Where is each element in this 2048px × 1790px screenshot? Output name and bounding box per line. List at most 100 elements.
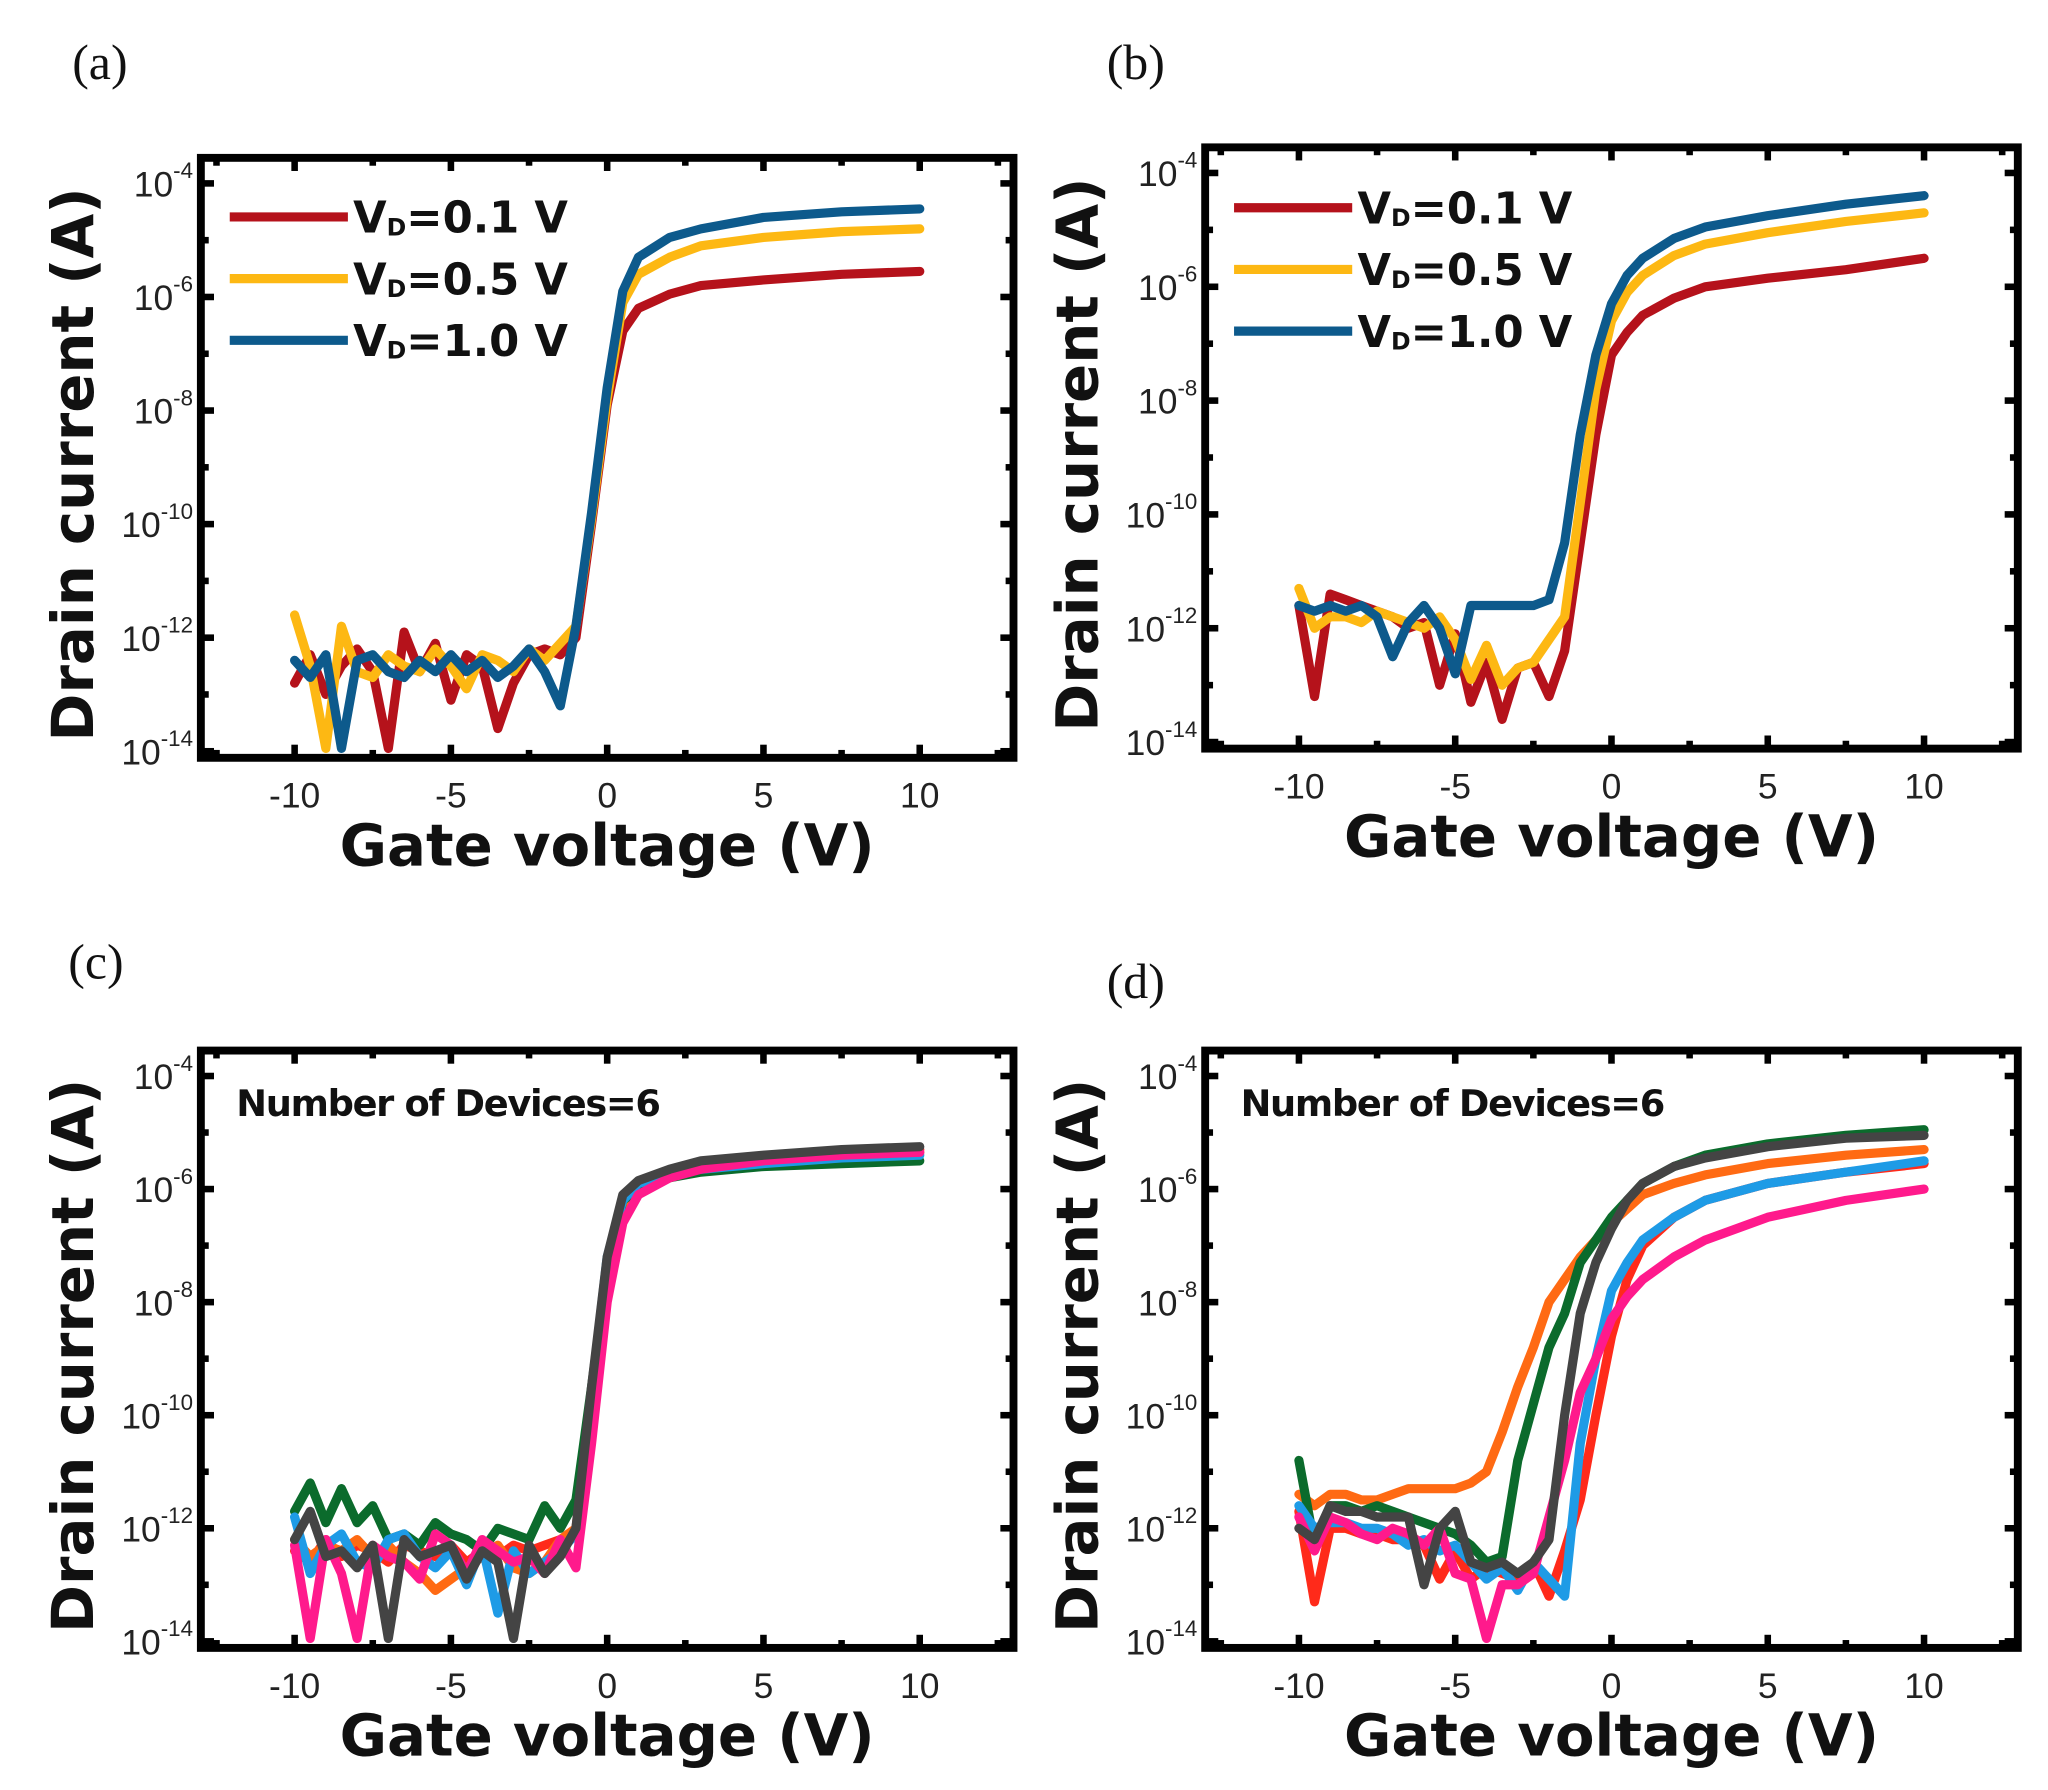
panel-label: (c) [68,934,123,989]
y-tick-label: 10-12 [1126,1503,1198,1549]
legend-value: =0.5 V [1411,246,1573,296]
y-tick-label: 10-4 [1138,1051,1197,1097]
tick-base: 10 [121,505,160,545]
legend-item: VD=1.0 V [1234,308,1573,358]
y-tick-label: 10-10 [1126,489,1198,535]
series-group [1294,1125,1929,1644]
tick-base: 10 [1138,154,1177,194]
series-line-device-6 [1294,1130,1929,1590]
y-tick-label: 10-14 [1126,1616,1198,1662]
series-line-device-4 [1294,1156,1929,1601]
legend-symbol: V [1357,246,1391,296]
legend-label: VD=1.0 V [1357,308,1572,358]
legend-label: VD=0.5 V [353,255,568,305]
legend-symbol: V [353,317,387,367]
legend-subscript: D [387,337,407,365]
tick-exponent: -12 [161,1503,193,1528]
tick-exponent: -6 [173,272,193,297]
panel-label: (d) [1107,954,1165,1009]
x-tick-label: 10 [900,776,939,816]
x-tick-label: 5 [754,1666,774,1706]
series-line-vd-1 [1294,208,1929,690]
legend-item: VD=0.5 V [1234,246,1573,296]
series-line-vd-2 [290,204,925,753]
x-tick-label: 10 [1904,1666,1943,1706]
y-tick-label: 10-12 [1126,603,1198,649]
tick-exponent: -10 [161,499,193,524]
y-tick-label: 10-14 [1126,717,1198,763]
panel-label: (a) [72,35,127,90]
y-tick-label: 10-6 [134,1164,193,1210]
series-line-device-5 [1294,1184,1929,1644]
tick-base: 10 [121,732,160,772]
tick-base: 10 [1138,382,1177,422]
x-tick-label: 10 [900,1666,939,1706]
x-tick-label: -5 [435,1666,467,1706]
y-tick-label: 10-4 [1138,148,1197,194]
y-tick-label: 10-14 [121,1616,193,1662]
tick-exponent: -6 [1177,262,1197,287]
series-line-vd-1 [290,224,925,753]
x-tick-label: -5 [1439,1666,1471,1706]
tick-base: 10 [1126,1396,1165,1436]
y-axis-title: Drain current (A) [39,1079,107,1633]
tick-exponent: -14 [1165,717,1197,742]
x-tick-label: 0 [1602,1666,1622,1706]
panel-a: (a)-10 -5 0 5 1010-410-610-810-1010-1210-14G… [39,35,1018,879]
series-line-device-5 [290,1147,925,1644]
series-group [1294,191,1929,724]
tick-exponent: -8 [1177,1277,1197,1302]
legend-subscript: D [1391,266,1411,294]
tick-exponent: -8 [173,1277,193,1302]
x-axis-title: Gate voltage (V) [340,1702,875,1770]
y-tick-label: 10-6 [134,272,193,318]
x-tick-label: -5 [435,776,467,816]
y-tick-label: 10-8 [134,385,193,431]
legend-value: =0.1 V [1411,184,1573,234]
legend-symbol: V [1357,184,1391,234]
tick-base: 10 [1138,268,1177,308]
legend-symbol: V [1357,308,1391,358]
tick-exponent: -10 [1165,489,1197,514]
x-tick-label: -10 [269,1666,320,1706]
legend-subscript: D [387,275,407,303]
series-line-device-2 [290,1147,925,1595]
panel-d: (d)-10 -5 0 5 1010-410-610-810-1010-1210-14G… [1044,954,2022,1770]
legend-item: VD=1.0 V [229,317,568,367]
tick-base: 10 [134,165,173,205]
legend-subscript: D [1391,204,1411,232]
tick-base: 10 [134,1283,173,1323]
tick-exponent: -4 [173,1051,193,1076]
tick-exponent: -12 [1165,1503,1197,1528]
y-tick-label: 10-8 [1138,375,1197,421]
y-tick-label: 10-8 [1138,1277,1197,1323]
legend-label: VD=0.1 V [1357,184,1572,234]
y-tick-label: 10-10 [121,499,193,545]
tick-base: 10 [121,1509,160,1549]
panel-b: (b)-10 -5 0 5 1010-410-610-810-1010-1210-14G… [1044,35,2022,870]
tick-base: 10 [1138,1170,1177,1210]
tick-base: 10 [1126,609,1165,649]
tick-exponent: -4 [173,158,193,183]
y-tick-label: 10-6 [1138,1164,1197,1210]
series-line-device-6 [290,1142,925,1644]
tick-base: 10 [1138,1057,1177,1097]
legend-subscript: D [1391,328,1411,356]
tick-base: 10 [134,392,173,432]
x-tick-label: 0 [597,1666,617,1706]
legend-value: =1.0 V [406,317,568,367]
tick-base: 10 [121,1396,160,1436]
tick-exponent: -6 [1177,1164,1197,1189]
plot-frame [1201,143,2022,753]
tick-base: 10 [134,1057,173,1097]
tick-base: 10 [1138,1283,1177,1323]
legend-item: VD=0.1 V [229,194,568,244]
x-tick-label: -10 [269,776,320,816]
tick-base: 10 [1126,723,1165,763]
tick-base: 10 [134,278,173,318]
tick-exponent: -14 [1165,1616,1197,1641]
y-axis-title: Drain current (A) [1044,1079,1112,1633]
legend-symbol: V [353,255,387,305]
x-tick-label: 5 [1758,1666,1778,1706]
